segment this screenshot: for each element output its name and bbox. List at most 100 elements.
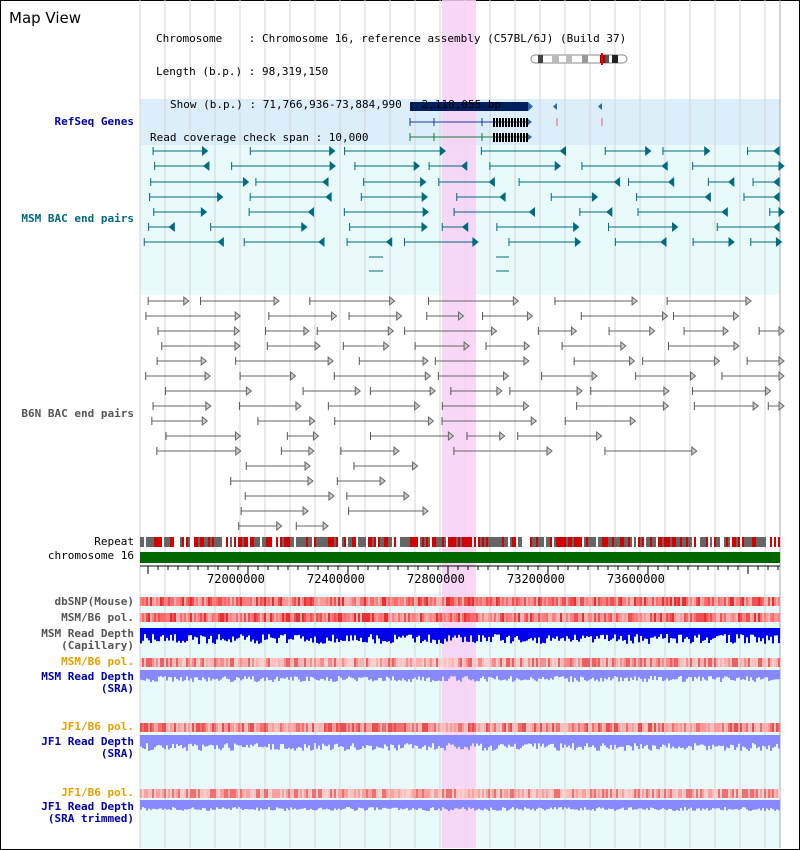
jf1-b6-pol-segment (270, 789, 272, 798)
track-label-jf1-b6-pol-1[interactable]: JF1/B6 pol. (61, 720, 134, 733)
track-label-repeat[interactable]: Repeat (94, 535, 134, 548)
track-label-jf1-depth-trim[interactable]: JF1 Read Depth (SRA trimmed) (41, 800, 134, 825)
msm-b6-pol-segment (216, 658, 218, 667)
jf1-b6-pol-segment (172, 723, 174, 732)
track-label-msm-depth-sra[interactable]: MSM Read Depth (SRA) (41, 670, 134, 695)
msm-b6-pol-segment (618, 613, 620, 622)
dbsnp-segment (160, 597, 162, 606)
track-label-jf1-b6-pol-2[interactable]: JF1/B6 pol. (61, 786, 134, 799)
msm-b6-pol-segment (610, 658, 612, 667)
jf1-b6-pol-segment (246, 789, 248, 798)
dbsnp-segment (664, 597, 666, 606)
dbsnp-segment (740, 597, 742, 606)
jf1-b6-pol-segment (594, 789, 596, 798)
msm-depth-sra-bar (438, 670, 440, 681)
msm-b6-pol-segment (414, 613, 416, 622)
msm-b6-pol-segment (434, 658, 436, 667)
msm-b6-pol-segment (556, 613, 558, 622)
jf1-b6-pol-segment (182, 723, 184, 732)
track-label-chromosome[interactable]: chromosome 16 (47, 549, 134, 562)
msm-bac-pair-arrow (672, 221, 679, 233)
jf1-depth-sra-bar (648, 735, 650, 750)
jf1-b6-pol-segment (424, 723, 426, 732)
jf1-depth-sra-bar (516, 735, 518, 749)
jf1-depth-sra-bar (752, 735, 754, 744)
track-label-msm-b6-pol-2[interactable]: MSM/B6 pol. (61, 655, 134, 668)
dbsnp-segment (274, 597, 276, 606)
msm-b6-pol-segment (656, 613, 658, 622)
jf1-b6-pol-segment (284, 723, 286, 732)
msm-b6-pol-segment (362, 613, 364, 622)
jf1-depth-trim-bar (758, 800, 760, 809)
jf1-depth-sra-bar (220, 735, 222, 751)
jf1-depth-sra-bar (730, 735, 732, 745)
dbsnp-segment (578, 597, 580, 606)
msm-b6-pol-segment (442, 658, 444, 667)
chromosome-ideogram[interactable] (530, 53, 630, 65)
jf1-b6-pol-segment (152, 789, 154, 798)
track-label-msm-bac[interactable]: MSM BAC end pairs (21, 212, 134, 225)
msm-b6-pol-segment (442, 613, 444, 622)
msm-b6-pol-segment (612, 658, 614, 667)
jf1-b6-pol-segment (658, 723, 660, 732)
track-label-b6n-bac[interactable]: B6N BAC end pairs (21, 407, 134, 420)
msm-b6-pol-segment (172, 613, 174, 622)
msm-depth-sra-bar (464, 670, 466, 677)
jf1-depth-sra-bar (298, 735, 300, 747)
track-label-dbsnp[interactable]: dbSNP(Mouse) (54, 595, 134, 608)
msm-depth-capillary-bar (170, 628, 172, 635)
track-label-refseq[interactable]: RefSeq Genes (54, 115, 134, 128)
dbsnp-segment (666, 597, 668, 606)
jf1-b6-pol-segment (632, 789, 634, 798)
repeat-segment (240, 537, 242, 547)
jf1-depth-sra-bar (460, 735, 462, 750)
msm-b6-pol-segment (720, 658, 722, 667)
msm-b6-pol-segment (394, 613, 396, 622)
jf1-depth-sra-bar (456, 735, 458, 749)
msm-b6-pol-segment (316, 613, 318, 622)
dbsnp-segment (170, 597, 172, 606)
jf1-b6-pol-segment (198, 789, 200, 798)
b6n-bac-pair-arrow (328, 490, 335, 502)
msm-depth-sra-bar (640, 670, 642, 679)
b6n-bac-pair-arrow (463, 340, 470, 352)
repeat-segment (360, 537, 362, 547)
b6n-bac-pair-arrow (503, 370, 510, 382)
msm-depth-sra-bar (738, 670, 740, 678)
jf1-depth-sra-bar (454, 735, 456, 747)
dbsnp-segment (202, 597, 204, 606)
track-label-msm-depth-capillary[interactable]: MSM Read Depth (Capillary) (41, 627, 134, 652)
dbsnp-segment (158, 597, 160, 606)
msm-b6-pol-segment (688, 613, 690, 622)
dbsnp-segment (356, 597, 358, 606)
msm-depth-sra-bar (762, 670, 764, 679)
msm-depth-capillary-bar (286, 628, 288, 643)
track-label-msm-b6-pol-1[interactable]: MSM/B6 pol. (61, 611, 134, 624)
dbsnp-segment (532, 597, 534, 606)
msm-depth-sra-bar (466, 670, 468, 677)
msm-b6-pol-segment (274, 658, 276, 667)
msm-b6-pol-segment (400, 613, 402, 622)
jf1-b6-pol-segment (412, 789, 414, 798)
jf1-b6-pol-segment (614, 723, 616, 732)
msm-depth-capillary-bar (386, 628, 388, 642)
dbsnp-segment (462, 597, 464, 606)
repeat-segment (388, 537, 390, 547)
jf1-b6-pol-segment (322, 789, 324, 798)
jf1-b6-pol-segment (656, 789, 658, 798)
msm-depth-capillary-bar (220, 628, 222, 641)
msm-depth-capillary-bar (468, 628, 470, 642)
msm-bac-pair-arrow (329, 145, 336, 157)
track-label-jf1-depth-sra[interactable]: JF1 Read Depth (SRA) (41, 735, 134, 760)
jf1-b6-pol-segment (360, 789, 362, 798)
jf1-b6-pol-segment (354, 789, 356, 798)
jf1-b6-pol-segment (568, 723, 570, 732)
jf1-depth-trim-bar (702, 800, 704, 809)
msm-b6-pol-segment (184, 613, 186, 622)
msm-depth-capillary-bar (660, 628, 662, 635)
jf1-depth-trim-bar (616, 800, 618, 810)
repeat-segment (506, 537, 508, 547)
jf1-depth-sra-bar (290, 735, 292, 750)
repeat-segment (486, 537, 488, 547)
